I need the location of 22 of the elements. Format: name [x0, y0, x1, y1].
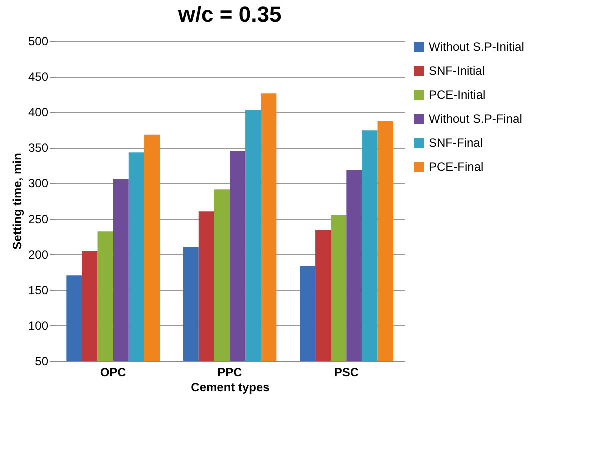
- legend-label: SNF-Final: [429, 136, 484, 150]
- y-tick-label: 250: [28, 212, 49, 226]
- x-tick-label: OPC: [100, 366, 127, 380]
- y-tick-label: 50: [35, 354, 49, 368]
- y-tick-label: 350: [28, 141, 49, 156]
- y-tick-label: 100: [28, 318, 49, 333]
- y-tick-label: 200: [28, 248, 49, 262]
- legend-label: PCE-Initial: [429, 88, 486, 102]
- x-axis-title: Cement types: [191, 380, 270, 394]
- legend-label: Without S.P-Final: [429, 112, 522, 126]
- legend-label: SNF-Initial: [429, 64, 486, 78]
- y-tick-label: 450: [28, 70, 49, 84]
- legend-label: PCE-Final: [429, 160, 484, 174]
- y-tick-label: 150: [28, 283, 49, 298]
- y-tick-label: 400: [28, 106, 49, 120]
- chart-title: w/c = 0.35: [177, 2, 282, 27]
- legend-label: Without S.P-Initial: [429, 40, 524, 54]
- y-axis-title: Setting time, min: [10, 153, 24, 250]
- y-tick-label: 500: [28, 34, 49, 48]
- y-tick-label: 300: [28, 176, 49, 191]
- x-tick-label: PSC: [334, 366, 360, 380]
- x-tick-label: PPC: [218, 366, 243, 380]
